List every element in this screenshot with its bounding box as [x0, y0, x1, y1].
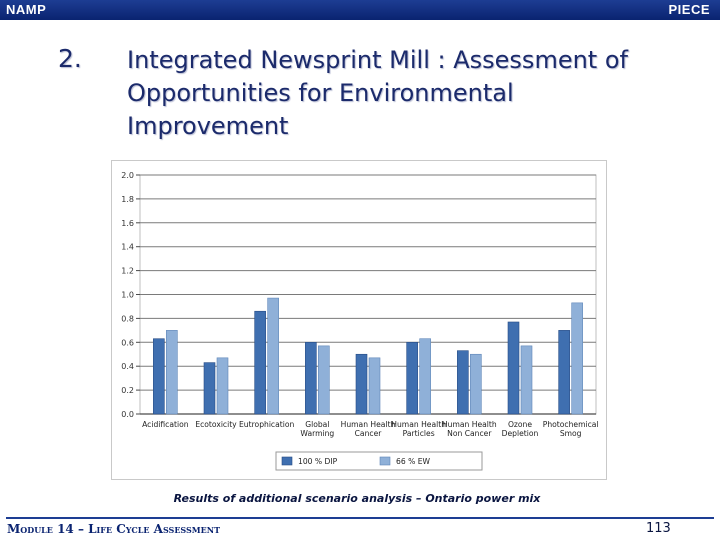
piece-logo-text: PIECE	[668, 2, 710, 17]
y-tick-label: 1.4	[121, 243, 134, 252]
y-tick-label: 2.0	[121, 171, 134, 180]
bar-dip	[507, 321, 520, 415]
y-tick-label: 1.6	[121, 219, 134, 228]
bar-ew	[419, 338, 431, 415]
legend-swatch	[379, 456, 391, 466]
slide-number: 2.	[58, 44, 82, 73]
legend-box	[275, 451, 483, 471]
bar-ew	[267, 297, 279, 415]
y-tick-label: 0.6	[121, 338, 134, 347]
x-category-label: Non Cancer	[447, 429, 492, 438]
slide-title-line: Integrated Newsprint Mill : Assessment o…	[127, 46, 628, 74]
y-tick-label: 1.2	[121, 267, 134, 276]
x-category-label: Ozone	[508, 420, 532, 429]
x-category-label: Human Health	[391, 420, 446, 429]
bar-ew	[520, 345, 533, 415]
bar-ew	[216, 357, 229, 415]
x-category-label: Cancer	[355, 429, 383, 438]
x-category-label: Ecotoxicity	[195, 420, 237, 429]
y-tick-label: 0.2	[121, 386, 134, 395]
header-bar: NAMP PIECE	[0, 0, 720, 20]
legend-label: 66 % EW	[396, 457, 431, 466]
x-category-label: Acidification	[142, 420, 189, 429]
legend-label: 100 % DIP	[298, 457, 338, 466]
chart-caption: Results of additional scenario analysis …	[173, 492, 541, 505]
chart-frame: 0.0 0.2 0.4 0.6 0.8 1.0 1.2 1.4 1.6 1.8 2.0 Acidifi…	[111, 160, 607, 480]
bar-dip	[355, 353, 368, 415]
bar-ew	[318, 345, 330, 415]
y-tick-label: 0.0	[121, 410, 134, 419]
y-tick-label: 1.8	[121, 195, 134, 204]
x-category-label: Photochemical	[543, 420, 599, 429]
x-category-label: Human Health	[341, 420, 396, 429]
bar-ew	[368, 357, 381, 415]
bar-dip	[406, 342, 418, 415]
x-category-label: Human Health	[442, 420, 497, 429]
x-category-label: Depletion	[502, 429, 539, 438]
slide-title: Integrated Newsprint Mill : Assessment o…	[127, 44, 687, 143]
slide-title-line: Opportunities for Environmental	[127, 79, 514, 107]
bar-ew	[470, 353, 482, 415]
bar-dip	[457, 350, 469, 415]
namp-logo-text: NAMP	[6, 2, 47, 17]
y-tick-label: 0.8	[121, 314, 134, 323]
bar-dip	[203, 362, 216, 415]
bar-dip	[558, 330, 570, 415]
slide-title-line: Improvement	[127, 112, 289, 140]
y-tick-label: 0.4	[121, 362, 134, 371]
bar-dip	[305, 342, 317, 415]
y-tick-label: 1.0	[121, 291, 134, 300]
x-category-label: Global	[305, 420, 329, 429]
legend-swatch	[281, 456, 293, 466]
x-category-label: Smog	[560, 429, 582, 438]
bar-dip	[254, 310, 266, 415]
bar-chart: 0.0 0.2 0.4 0.6 0.8 1.0 1.2 1.4 1.6 1.8 2.0 Acidifi…	[121, 171, 599, 471]
x-category-label: Warming	[300, 429, 334, 438]
page-number: 113	[646, 521, 671, 536]
footer-divider	[6, 517, 714, 519]
x-category-label: Eutrophication	[239, 420, 294, 429]
bar-ew	[571, 302, 583, 415]
module-footer: Module 14 – Life Cycle Assessment	[7, 522, 221, 536]
x-category-label: Particles	[403, 429, 435, 438]
bar-ew	[166, 330, 178, 415]
bar-dip	[153, 338, 165, 415]
